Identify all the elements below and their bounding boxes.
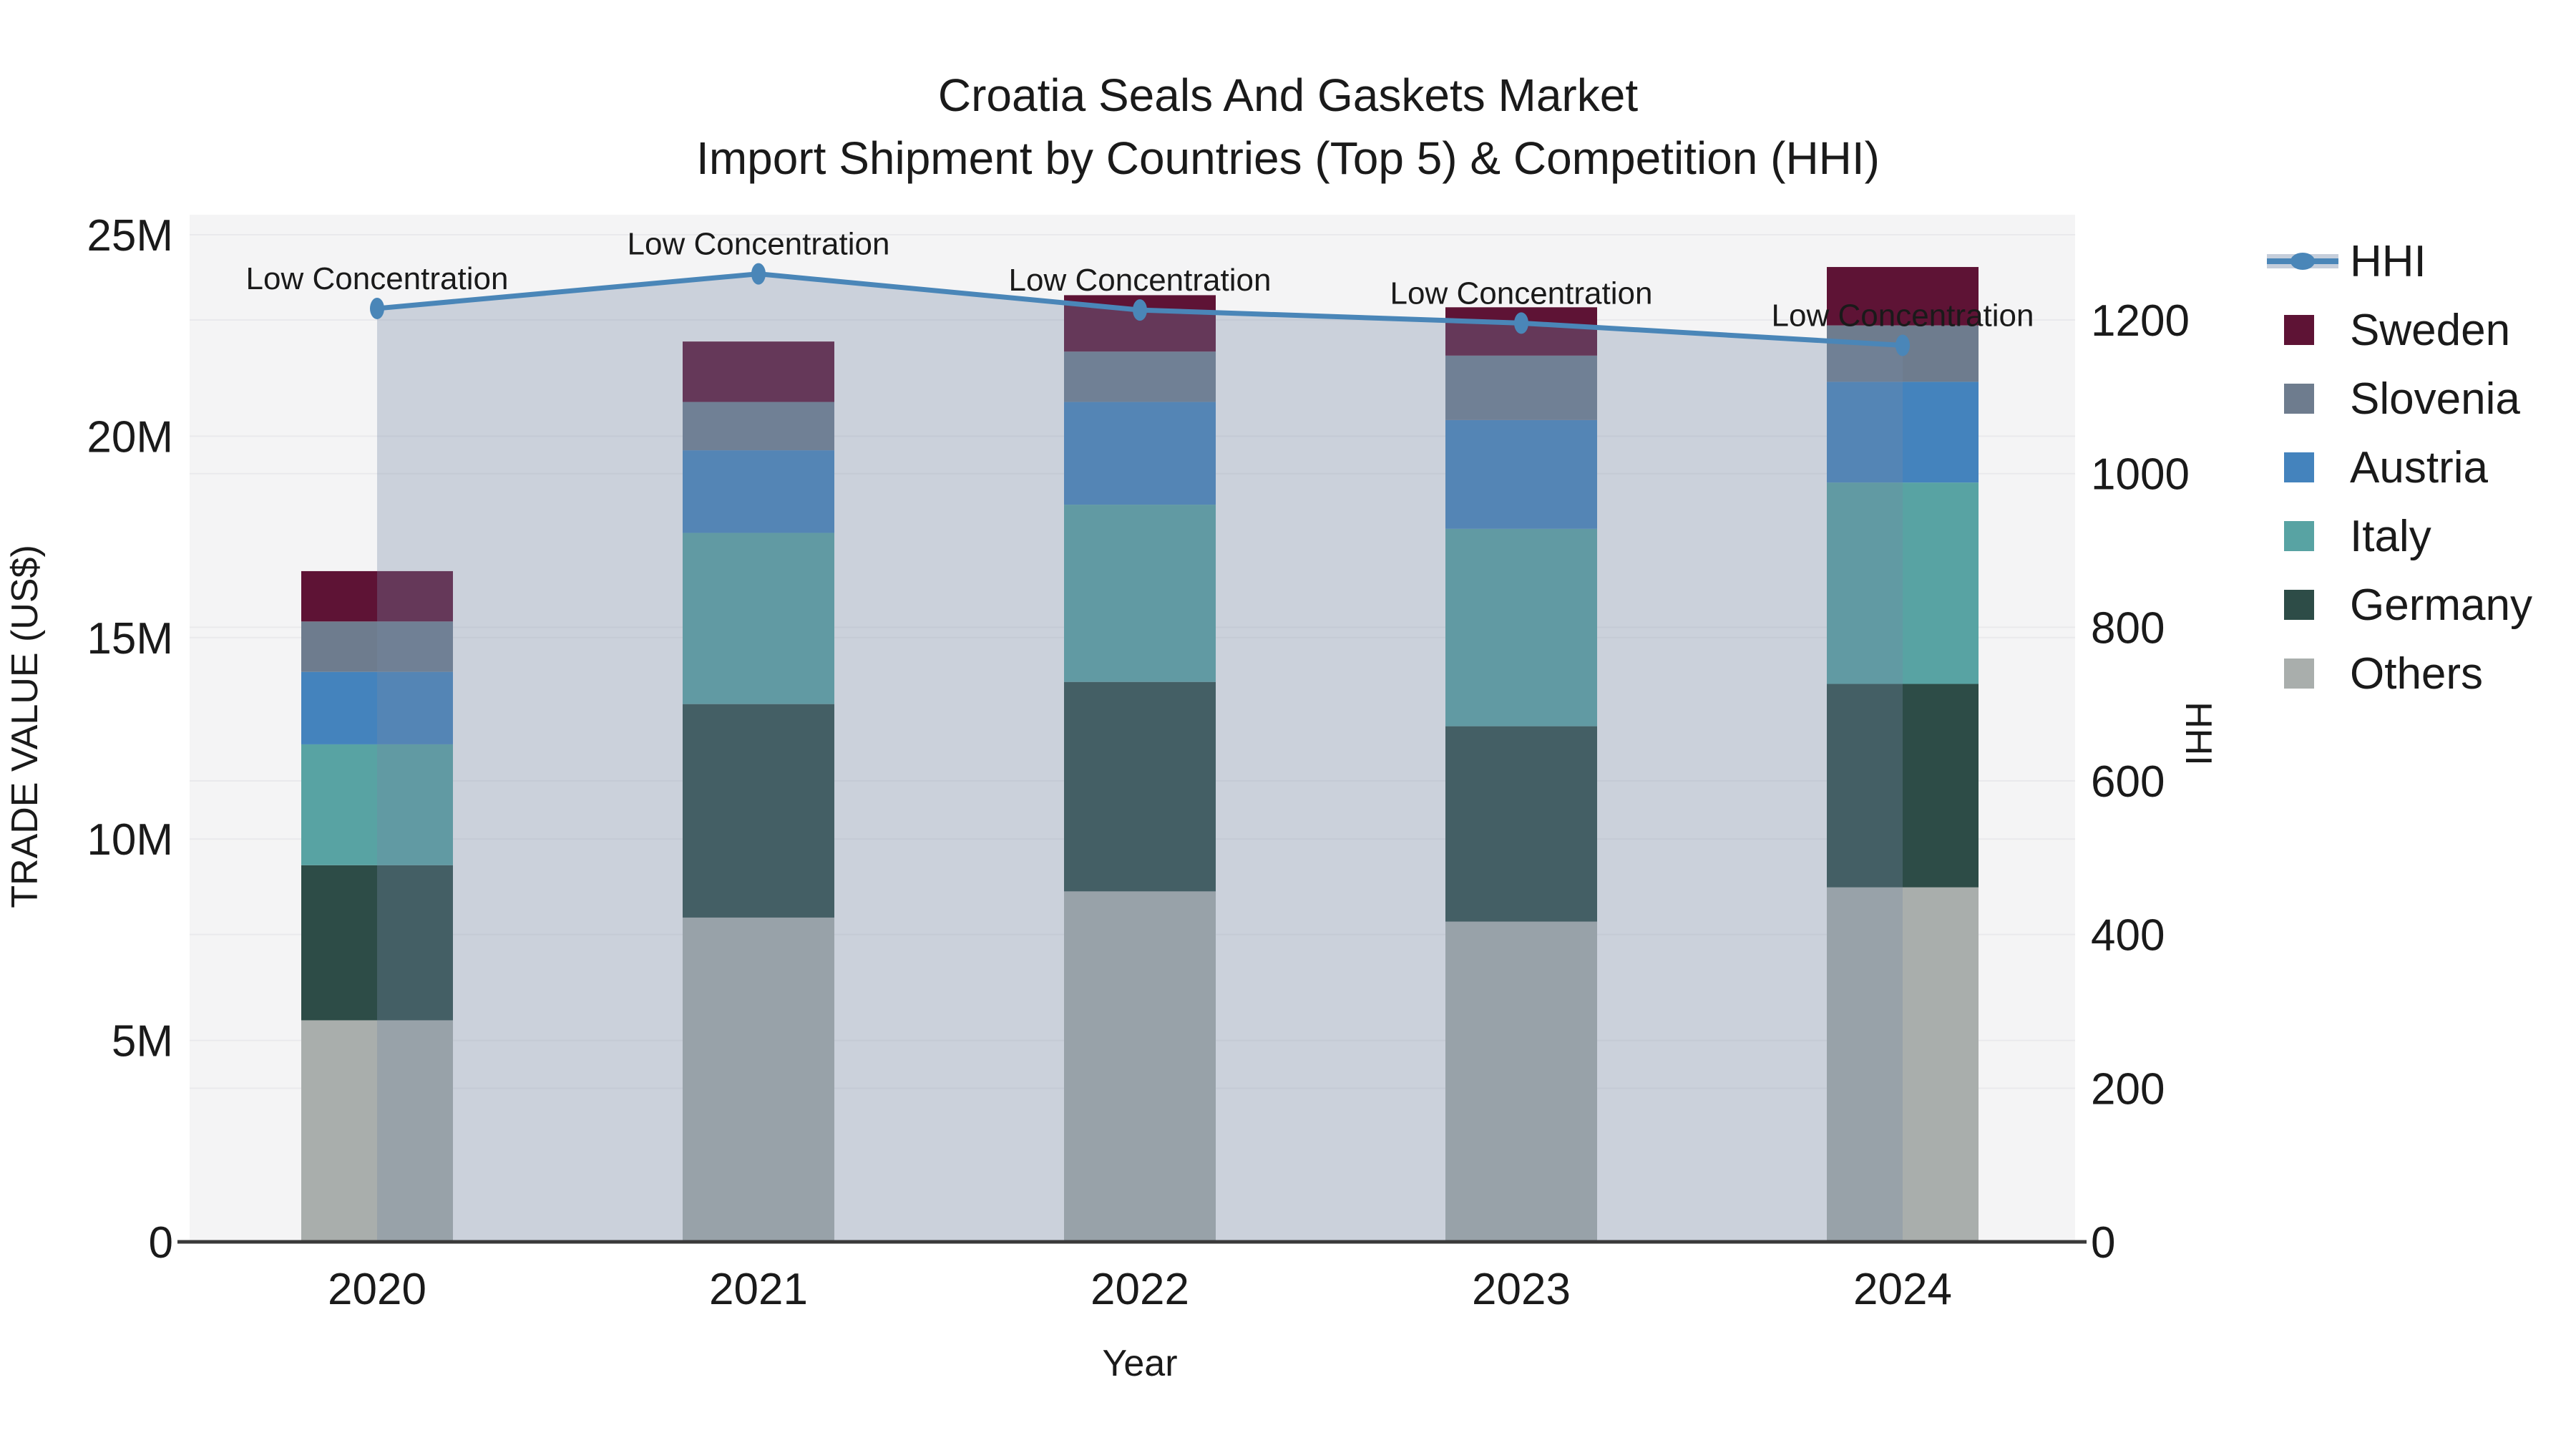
right-tick-400: 400 [2091,911,2165,961]
legend-item-hhi[interactable]: HHI [2267,237,2426,286]
bar-segment-slovenia-2022[interactable] [1064,351,1216,402]
x-tick-2020: 2020 [328,1265,426,1314]
bar-segment-sweden-2020[interactable] [301,570,453,622]
right-tick-800: 800 [2091,603,2165,653]
legend-hhi-marker-icon [2290,253,2315,270]
bar-2021 [683,341,834,1242]
legend-item-others[interactable]: Others [2284,649,2483,699]
bar-segment-germany-2023[interactable] [1445,726,1597,922]
bar-segment-italy-2023[interactable] [1445,528,1597,726]
x-tick-2021: 2021 [709,1265,808,1314]
x-axis: 2020 2021 2022 2023 2024 [328,1265,1952,1314]
bar-2024 [1827,267,1979,1242]
bar-segment-italy-2020[interactable] [301,744,453,865]
chart-title-line1: Croatia Seals And Gaskets Market [938,69,1638,121]
bar-segment-others-2023[interactable] [1445,921,1597,1242]
legend-label-slovenia: Slovenia [2350,374,2520,424]
legend-swatch-others [2284,659,2314,689]
bar-2022 [1064,295,1216,1242]
stacked-bars [301,267,1979,1242]
bar-segment-italy-2024[interactable] [1827,482,1979,684]
y-axis-left-title: TRADE VALUE (US$) [4,545,46,908]
x-tick-2023: 2023 [1472,1265,1571,1314]
right-tick-1000: 1000 [2091,450,2190,500]
bar-segment-slovenia-2023[interactable] [1445,355,1597,420]
y-axis-right-title: HHI [2177,701,2219,766]
legend-item-germany[interactable]: Germany [2284,580,2532,630]
right-tick-200: 200 [2091,1064,2165,1114]
left-tick-10M: 10M [87,815,173,865]
legend-item-slovenia[interactable]: Slovenia [2284,374,2520,424]
annotation-2021: Low Concentration [628,227,890,262]
left-tick-15M: 15M [87,614,173,664]
bar-segment-austria-2023[interactable] [1445,419,1597,529]
left-tick-0: 0 [149,1218,173,1268]
legend-item-italy[interactable]: Italy [2284,512,2431,561]
bar-segment-italy-2021[interactable] [683,533,834,704]
left-tick-25M: 25M [87,211,173,261]
bar-segment-slovenia-2020[interactable] [301,621,453,672]
bar-segment-germany-2022[interactable] [1064,681,1216,892]
bar-segment-sweden-2021[interactable] [683,341,834,402]
legend-swatch-germany [2284,590,2314,620]
annotation-2023: Low Concentration [1390,276,1653,311]
bar-segment-germany-2021[interactable] [683,704,834,918]
left-tick-20M: 20M [87,412,173,462]
bar-2020 [301,570,453,1242]
legend: HHI Sweden Slovenia Austria Italy Germany Othe… [2267,237,2532,699]
bar-segment-austria-2021[interactable] [683,450,834,533]
annotation-2022: Low Concentration [1009,263,1272,298]
annotations: Low Concentration Low Concentration Low Co… [246,227,2034,334]
legend-swatch-slovenia [2284,384,2314,414]
right-tick-1200: 1200 [2091,296,2190,346]
x-axis-title: Year [1102,1343,1177,1384]
bar-segment-others-2020[interactable] [301,1020,453,1242]
bar-segment-italy-2022[interactable] [1064,505,1216,682]
hhi-marker-2023[interactable] [1514,312,1528,334]
hhi-marker-2022[interactable] [1133,299,1147,321]
bar-segment-others-2024[interactable] [1827,887,1979,1242]
chart-title-line2: Import Shipment by Countries (Top 5) & C… [696,132,1880,184]
legend-label-sweden: Sweden [2350,306,2510,355]
legend-swatch-italy [2284,521,2314,551]
legend-label-others: Others [2350,649,2483,699]
right-tick-600: 600 [2091,757,2165,807]
bar-segment-austria-2024[interactable] [1827,382,1979,483]
annotation-2024: Low Concentration [1772,298,2034,333]
legend-item-sweden[interactable]: Sweden [2284,306,2510,355]
bar-segment-germany-2024[interactable] [1827,684,1979,888]
legend-label-hhi: HHI [2350,237,2426,286]
bar-segment-others-2021[interactable] [683,917,834,1242]
x-tick-2022: 2022 [1091,1265,1189,1314]
legend-item-austria[interactable]: Austria [2284,443,2488,492]
x-tick-2024: 2024 [1853,1265,1952,1314]
y-axis-left: 0 5M 10M 15M 20M 25M [87,211,173,1268]
y-axis-right: 0 200 400 600 800 1000 1200 [2091,296,2190,1268]
annotation-2020: Low Concentration [246,261,509,296]
hhi-marker-2024[interactable] [1896,334,1910,356]
bar-segment-austria-2020[interactable] [301,671,453,744]
legend-swatch-austria [2284,452,2314,482]
legend-label-italy: Italy [2350,512,2431,561]
left-tick-5M: 5M [112,1017,173,1066]
bar-segment-germany-2020[interactable] [301,865,453,1021]
hhi-marker-2020[interactable] [370,297,384,319]
right-tick-0: 0 [2091,1218,2115,1268]
bar-segment-others-2022[interactable] [1064,891,1216,1242]
legend-label-germany: Germany [2350,580,2532,630]
legend-swatch-sweden [2284,315,2314,345]
bar-segment-slovenia-2021[interactable] [683,402,834,451]
legend-label-austria: Austria [2350,443,2488,492]
hhi-area-fill [377,273,1903,1243]
hhi-marker-2021[interactable] [751,263,766,285]
bar-segment-sweden-2024[interactable] [1827,267,1979,326]
bar-segment-austria-2022[interactable] [1064,402,1216,505]
